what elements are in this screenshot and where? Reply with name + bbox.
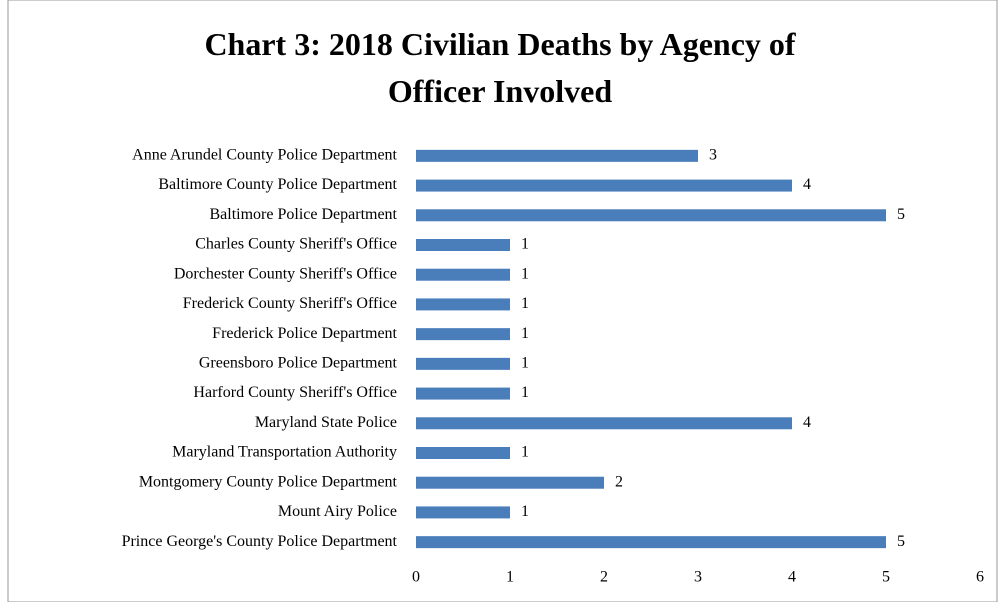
title-line: Chart 3: 2018 Civilian Deaths by Agency … [204,26,795,62]
data-label: 2 [615,473,623,490]
data-label: 1 [521,236,529,253]
title-line: Officer Involved [388,73,612,109]
data-label: 4 [803,176,811,193]
x-tick-label: 6 [976,569,984,586]
y-tick-label: Dorchester County Sheriff's Office [174,265,397,282]
x-tick-label: 4 [788,569,796,586]
bar [416,298,510,311]
bar [416,239,510,251]
data-label: 1 [521,444,529,461]
bar [416,447,510,459]
data-label: 5 [897,206,905,223]
bar [416,209,886,222]
data-label: 3 [709,147,717,164]
bar [416,328,510,341]
y-tick-label: Harford County Sheriff's Office [193,384,397,401]
x-tick-label: 3 [694,569,702,586]
chart-title: Chart 3: 2018 Civilian Deaths by Agency … [204,26,795,109]
y-tick-label: Frederick Police Department [212,325,397,342]
x-tick-label: 2 [600,569,608,586]
bar [416,506,510,519]
data-label: 1 [521,384,529,401]
bar [416,387,510,400]
data-label: 1 [521,325,529,342]
y-tick-label: Baltimore Police Department [210,206,398,223]
y-tick-label: Maryland State Police [255,414,397,431]
data-label: 1 [521,295,529,312]
data-label: 1 [521,355,529,372]
y-tick-label: Charles County Sheriff's Office [195,236,397,253]
bar [416,179,792,192]
y-tick-label: Baltimore County Police Department [158,176,397,193]
data-label: 5 [897,533,905,550]
x-tick-label: 5 [882,569,890,586]
y-tick-label: Anne Arundel County Police Department [132,147,397,164]
x-tick-label: 0 [412,569,420,586]
y-tick-label: Greensboro Police Department [199,355,398,372]
bar [416,417,792,430]
y-tick-label: Mount Airy Police [278,503,397,520]
y-tick-label: Frederick County Sheriff's Office [183,295,397,312]
x-tick-label: 1 [506,569,514,586]
bar [416,357,510,370]
data-label: 1 [521,503,529,520]
y-tick-label: Maryland Transportation Authority [172,444,397,461]
bar [416,476,604,489]
bar [416,268,510,281]
data-label: 4 [803,414,811,431]
bar [416,149,698,162]
y-tick-label: Prince George's County Police Department [122,533,398,550]
y-tick-label: Montgomery County Police Department [139,473,398,490]
bar [416,536,886,549]
data-label: 1 [521,265,529,282]
